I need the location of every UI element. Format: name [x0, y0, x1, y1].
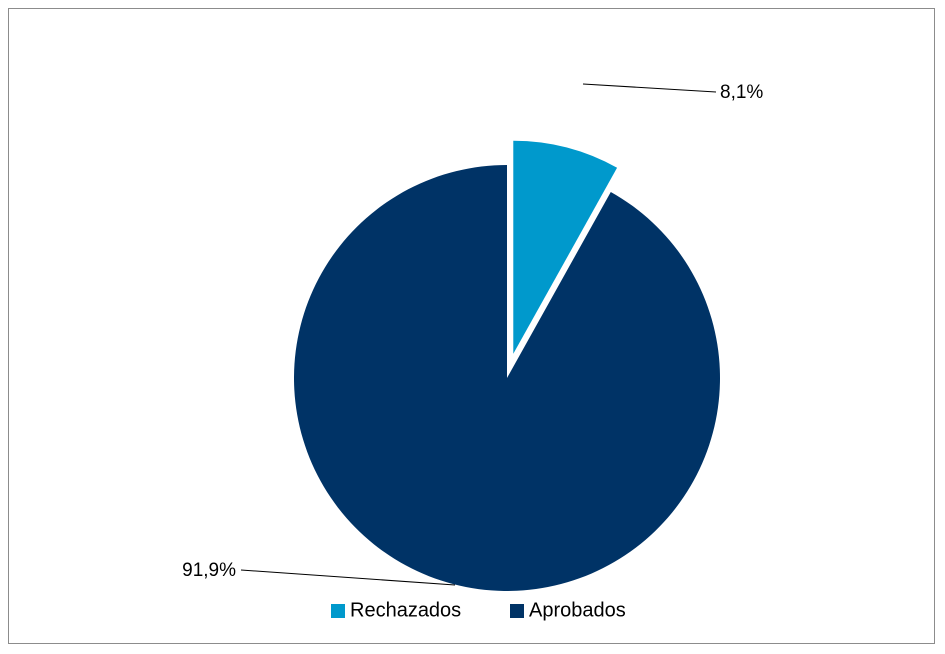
pie-slice-rechazados: [513, 140, 618, 354]
legend-label-rechazados: Rechazados: [350, 599, 461, 621]
legend: Rechazados Aprobados: [331, 599, 626, 621]
leader-line-rechazados: [582, 83, 717, 93]
legend-swatch-rechazados: [331, 604, 345, 618]
leader-line-aprobados: [240, 569, 456, 586]
legend-swatch-aprobados: [510, 604, 524, 618]
data-label-aprobados: 91,9%: [182, 560, 236, 581]
data-label-rechazados: 8,1%: [720, 82, 763, 103]
pie-slices: [294, 140, 721, 591]
pie-slice-aprobados: [294, 165, 721, 591]
legend-label-aprobados: Aprobados: [529, 599, 626, 621]
leader-lines: [240, 83, 717, 586]
data-labels: 8,1% 91,9%: [182, 82, 763, 581]
